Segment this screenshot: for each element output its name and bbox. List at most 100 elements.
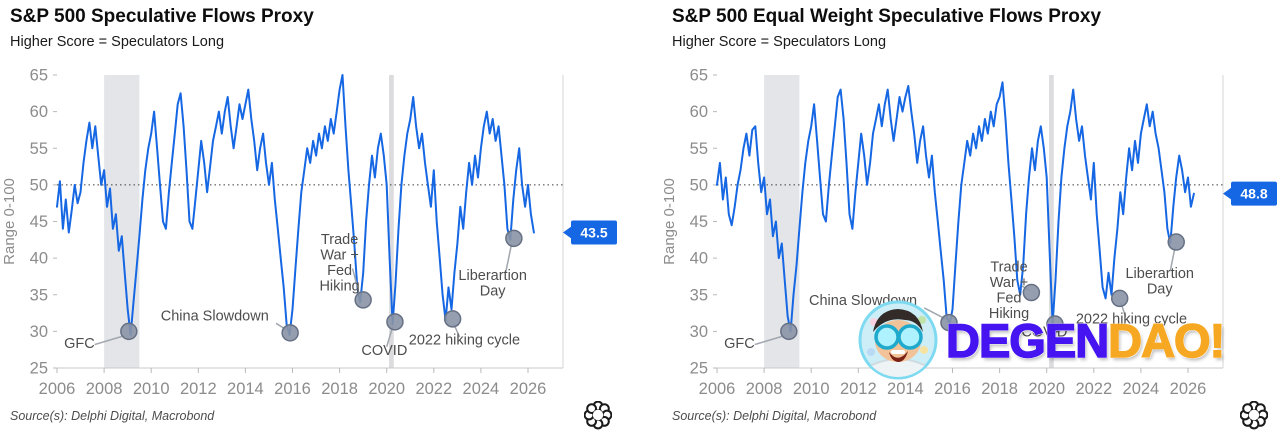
annotation-label: Trade War + Fed Hiking bbox=[319, 232, 359, 295]
x-tick-label: 2014 bbox=[887, 380, 924, 398]
x-tick-label: 2008 bbox=[746, 380, 783, 398]
annotation-label: Trade War + Fed Hiking bbox=[989, 259, 1029, 322]
annotation-label: COVID bbox=[1021, 325, 1067, 341]
y-tick-label: 65 bbox=[690, 67, 708, 85]
y-tick-label: 60 bbox=[30, 103, 48, 121]
x-tick-label: 2010 bbox=[793, 380, 830, 398]
x-tick-label: 2022 bbox=[415, 380, 452, 398]
event-marker-dot bbox=[354, 291, 372, 309]
annotation-label: GFC bbox=[64, 336, 95, 352]
x-tick-label: 2024 bbox=[1123, 380, 1160, 398]
series-line bbox=[56, 74, 535, 336]
source-note: Source(s): Delphi Digital, Macrobond bbox=[10, 409, 215, 423]
y-tick-label: 55 bbox=[690, 140, 708, 158]
event-marker-dot bbox=[386, 313, 404, 331]
chart-subtitle: Higher Score = Speculators Long bbox=[672, 34, 887, 50]
annotation-label: 2022 hiking cycle bbox=[409, 333, 520, 349]
event-marker-dot bbox=[281, 324, 299, 342]
chart-title: S&P 500 Speculative Flows Proxy bbox=[10, 6, 314, 27]
annotation-label: Liberartion Day bbox=[1125, 266, 1194, 298]
y-tick-label: 25 bbox=[690, 360, 708, 378]
event-marker-dot bbox=[120, 322, 138, 341]
x-tick-label: 2020 bbox=[368, 380, 405, 398]
annotation-label: COVID bbox=[361, 343, 407, 359]
y-tick-label: 45 bbox=[690, 213, 708, 231]
y-tick-label: 45 bbox=[30, 213, 48, 231]
x-tick-label: 2006 bbox=[39, 380, 76, 398]
last-value-callout-arrow bbox=[563, 225, 572, 239]
x-tick-label: 2018 bbox=[981, 380, 1018, 398]
chart-subtitle: Higher Score = Speculators Long bbox=[10, 34, 225, 50]
annotation-leader-line bbox=[504, 244, 513, 273]
annotation-label: Liberartion Day bbox=[458, 268, 527, 300]
x-tick-label: 2012 bbox=[840, 380, 877, 398]
x-tick-label: 2022 bbox=[1075, 380, 1112, 398]
y-axis-title: Range 0-100 bbox=[661, 178, 678, 265]
macrobond-logo-icon bbox=[584, 401, 612, 430]
y-tick-label: 30 bbox=[690, 323, 708, 341]
last-value-callout-box bbox=[571, 220, 617, 245]
chart-title: S&P 500 Equal Weight Speculative Flows P… bbox=[672, 6, 1102, 27]
y-tick-label: 35 bbox=[690, 286, 708, 304]
event-marker-dot bbox=[940, 313, 958, 332]
event-marker-dot bbox=[1167, 233, 1185, 251]
recession-band bbox=[1049, 75, 1054, 368]
x-tick-label: 2016 bbox=[934, 380, 971, 398]
x-tick-label: 2012 bbox=[180, 380, 217, 398]
annotation-leader-line bbox=[94, 335, 125, 346]
recession-band bbox=[104, 75, 140, 368]
y-tick-label: 30 bbox=[30, 323, 48, 341]
x-tick-label: 2010 bbox=[133, 380, 170, 398]
y-tick-label: 60 bbox=[690, 103, 708, 121]
x-tick-label: 2008 bbox=[86, 380, 123, 398]
event-marker-dot bbox=[1022, 283, 1041, 302]
last-value-label: 43.5 bbox=[580, 224, 607, 240]
series-line bbox=[716, 81, 1195, 333]
y-tick-label: 65 bbox=[30, 67, 48, 85]
x-tick-label: 2018 bbox=[321, 380, 358, 398]
degen-scientist-avatar-icon bbox=[858, 300, 938, 380]
event-marker-dot bbox=[780, 322, 798, 341]
last-value-callout-box bbox=[1231, 181, 1277, 206]
y-tick-label: 25 bbox=[30, 360, 48, 378]
recession-band bbox=[764, 75, 800, 368]
degendao-watermark: DEGENDAO! bbox=[858, 300, 1226, 380]
y-tick-label: 40 bbox=[30, 250, 48, 268]
last-value-callout-arrow bbox=[1223, 187, 1232, 201]
annotation-leader-line bbox=[754, 335, 785, 346]
annotation-leader-line bbox=[1169, 246, 1176, 271]
y-tick-label: 55 bbox=[30, 140, 48, 158]
last-value-label: 48.8 bbox=[1240, 186, 1267, 202]
x-tick-label: 2014 bbox=[227, 380, 264, 398]
event-marker-dot bbox=[505, 229, 523, 248]
source-note: Source(s): Delphi Digital, Macrobond bbox=[672, 409, 877, 423]
chart-plot-area: 2006 2008 2010 2012 2014 2016 2018 2020 2022 2024… bbox=[1, 67, 617, 398]
event-marker-dot bbox=[443, 310, 462, 328]
chart-panel-spx: S&P 500 Speculative Flows Proxy Higher S… bbox=[1, 6, 617, 430]
annotation-leader-line bbox=[923, 307, 946, 320]
x-tick-label: 2026 bbox=[1170, 380, 1207, 398]
annotation-label: 2022 hiking cycle bbox=[1076, 311, 1187, 327]
x-tick-label: 2016 bbox=[274, 380, 311, 398]
x-tick-label: 2026 bbox=[510, 380, 547, 398]
x-tick-label: 2024 bbox=[463, 380, 500, 398]
annotation-leader-line bbox=[385, 326, 394, 347]
macrobond-logo-icon bbox=[1240, 401, 1268, 430]
event-marker-dot bbox=[1046, 315, 1064, 333]
watermark-text-degen: DEGEN bbox=[945, 313, 1110, 367]
annotation-label: GFC bbox=[724, 336, 755, 352]
x-tick-label: 2006 bbox=[699, 380, 736, 398]
recession-band bbox=[389, 75, 394, 368]
y-tick-label: 40 bbox=[690, 250, 708, 268]
y-tick-label: 50 bbox=[690, 176, 708, 194]
event-marker-dot bbox=[1110, 289, 1129, 308]
chart-panel-spx-equal-weight: S&P 500 Equal Weight Speculative Flows P… bbox=[660, 0, 1280, 434]
watermark-text-dao: DAO! bbox=[1107, 313, 1226, 367]
y-axis-title: Range 0-100 bbox=[1, 178, 18, 265]
y-tick-label: 35 bbox=[30, 286, 48, 304]
y-tick-label: 50 bbox=[30, 176, 48, 194]
watermark-text: DEGENDAO! bbox=[945, 313, 1226, 367]
annotation-leader-line bbox=[351, 268, 361, 297]
x-tick-label: 2020 bbox=[1028, 380, 1065, 398]
